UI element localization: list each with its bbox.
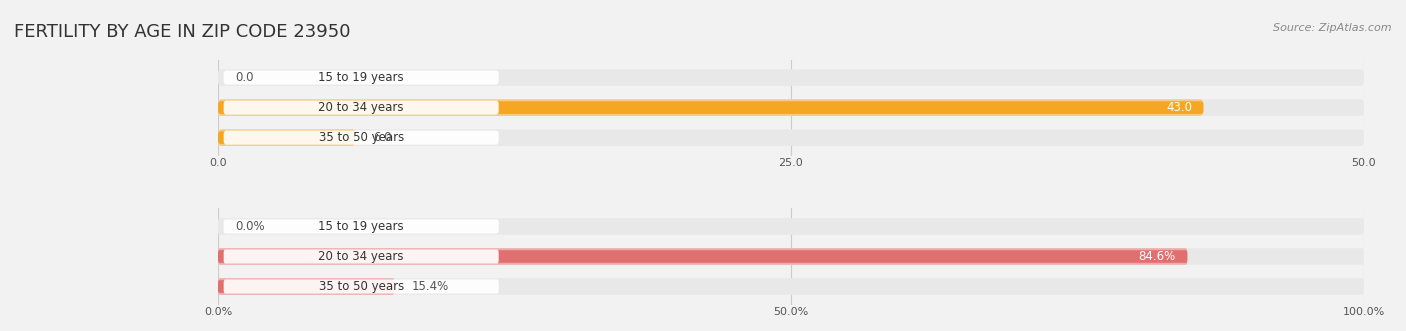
FancyBboxPatch shape <box>224 279 499 294</box>
Text: 0.0: 0.0 <box>235 71 253 84</box>
Text: 84.6%: 84.6% <box>1139 250 1175 263</box>
FancyBboxPatch shape <box>218 278 1364 295</box>
FancyBboxPatch shape <box>218 278 395 295</box>
FancyBboxPatch shape <box>224 101 499 115</box>
Text: 15 to 19 years: 15 to 19 years <box>318 220 404 233</box>
Text: 43.0: 43.0 <box>1166 101 1192 114</box>
FancyBboxPatch shape <box>224 131 499 145</box>
FancyBboxPatch shape <box>218 131 356 144</box>
Text: Source: ZipAtlas.com: Source: ZipAtlas.com <box>1274 23 1392 33</box>
Text: 35 to 50 years: 35 to 50 years <box>319 280 404 293</box>
FancyBboxPatch shape <box>218 129 1364 146</box>
Text: 15 to 19 years: 15 to 19 years <box>318 71 404 84</box>
FancyBboxPatch shape <box>218 101 1204 114</box>
FancyBboxPatch shape <box>218 280 395 293</box>
Text: 20 to 34 years: 20 to 34 years <box>318 101 404 114</box>
FancyBboxPatch shape <box>224 219 499 233</box>
Text: 20 to 34 years: 20 to 34 years <box>318 250 404 263</box>
Text: FERTILITY BY AGE IN ZIP CODE 23950: FERTILITY BY AGE IN ZIP CODE 23950 <box>14 23 350 41</box>
Text: 6.0: 6.0 <box>373 131 391 144</box>
FancyBboxPatch shape <box>218 250 1187 263</box>
Text: 0.0%: 0.0% <box>235 220 264 233</box>
FancyBboxPatch shape <box>224 250 499 263</box>
FancyBboxPatch shape <box>218 69 1364 86</box>
FancyBboxPatch shape <box>224 71 499 85</box>
FancyBboxPatch shape <box>218 99 1204 116</box>
FancyBboxPatch shape <box>218 129 356 146</box>
FancyBboxPatch shape <box>218 99 1364 116</box>
Text: 35 to 50 years: 35 to 50 years <box>319 131 404 144</box>
Text: 15.4%: 15.4% <box>412 280 449 293</box>
FancyBboxPatch shape <box>218 248 1364 265</box>
FancyBboxPatch shape <box>218 218 1364 235</box>
FancyBboxPatch shape <box>218 248 1187 265</box>
